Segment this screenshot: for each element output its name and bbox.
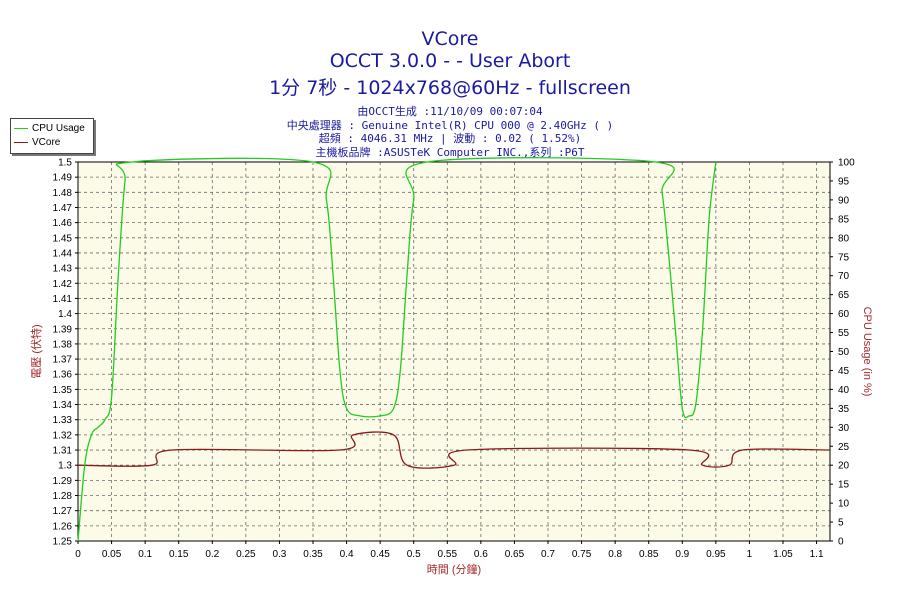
y2-tick-label: 50 bbox=[838, 347, 850, 358]
info-clock: 超頻 : 4046.31 MHz | 波動 : 0.02 ( 1.52%) bbox=[318, 132, 582, 145]
x-tick-label: 1.05 bbox=[773, 549, 793, 560]
y-tick-label: 1.43 bbox=[53, 264, 73, 275]
chart-legend: CPU Usage VCore bbox=[10, 118, 94, 154]
series-line-cpu-usage bbox=[77, 157, 717, 542]
y-tick-label: 1.46 bbox=[53, 218, 73, 229]
x-tick-label: 0.95 bbox=[706, 549, 726, 560]
y-tick-label: 1.42 bbox=[53, 279, 73, 290]
x-tick-label: 0.8 bbox=[608, 549, 622, 560]
series-line-vcore bbox=[77, 431, 831, 469]
chart-subtitle-test: OCCT 3.0.0 - - User Abort bbox=[329, 50, 571, 72]
y-tick-label: 1.36 bbox=[53, 370, 73, 381]
chart-subtitle-duration: 1分 7秒 - 1024x768@60Hz - fullscreen bbox=[269, 77, 631, 99]
y-tick-label: 1.3 bbox=[58, 461, 72, 472]
y2-tick-label: 15 bbox=[838, 480, 850, 491]
y2-tick-label: 95 bbox=[838, 176, 850, 187]
y-tick-label: 1.44 bbox=[53, 248, 73, 259]
x-tick-label: 0.35 bbox=[303, 549, 323, 560]
x-axis-title: 時間 (分鐘) bbox=[427, 562, 481, 576]
x-tick-label: 0.65 bbox=[505, 549, 525, 560]
x-tick-label: 0.2 bbox=[205, 549, 219, 560]
y-tick-label: 1.28 bbox=[53, 491, 73, 502]
x-tick-label: 0.9 bbox=[675, 549, 689, 560]
y2-tick-label: 5 bbox=[838, 518, 844, 529]
x-tick-label: 0.1 bbox=[138, 549, 152, 560]
y2-tick-label: 90 bbox=[838, 195, 850, 206]
y2-tick-label: 30 bbox=[838, 423, 850, 434]
y-tick-label: 1.47 bbox=[53, 203, 73, 214]
y-tick-label: 1.25 bbox=[53, 537, 73, 548]
x-tick-label: 0.7 bbox=[541, 549, 555, 560]
y2-axis-title: CPU Usage (in %) bbox=[861, 307, 873, 397]
legend-item-vcore: VCore bbox=[14, 136, 60, 150]
y2-tick-label: 35 bbox=[838, 404, 850, 415]
y-tick-label: 1.34 bbox=[53, 400, 73, 411]
x-tick-label: 0.5 bbox=[407, 549, 421, 560]
y2-tick-label: 60 bbox=[838, 309, 850, 320]
x-tick-label: 1 bbox=[747, 549, 753, 560]
y-tick-label: 1.4 bbox=[58, 309, 72, 320]
x-tick-label: 0.15 bbox=[169, 549, 189, 560]
y-tick-label: 1.27 bbox=[53, 506, 73, 517]
y2-tick-label: 70 bbox=[838, 271, 850, 282]
y2-tick-label: 85 bbox=[838, 214, 850, 225]
x-tick-label: 0.85 bbox=[639, 549, 659, 560]
chart-title: VCore bbox=[421, 28, 479, 50]
y2-tick-label: 65 bbox=[838, 290, 850, 301]
legend-label-vcore: VCore bbox=[32, 137, 61, 148]
x-tick-label: 0.05 bbox=[102, 549, 122, 560]
y2-tick-label: 75 bbox=[838, 252, 850, 263]
legend-swatch-vcore bbox=[14, 141, 28, 143]
plot-border bbox=[77, 161, 831, 542]
y2-tick-label: 20 bbox=[838, 461, 850, 472]
x-tick-label: 0.6 bbox=[474, 549, 488, 560]
x-tick-label: 0.45 bbox=[370, 549, 390, 560]
plot-area bbox=[78, 162, 830, 541]
info-generated: 由OCCT生成 :11/10/09 00:07:04 bbox=[357, 105, 543, 118]
y2-tick-label: 10 bbox=[838, 499, 850, 510]
y2-tick-label: 45 bbox=[838, 366, 850, 377]
y-tick-label: 1.32 bbox=[53, 430, 73, 441]
y-tick-label: 1.31 bbox=[53, 446, 73, 457]
x-tick-label: 0.55 bbox=[438, 549, 458, 560]
x-tick-label: 0.4 bbox=[340, 549, 354, 560]
y-tick-label: 1.29 bbox=[53, 476, 73, 487]
y-tick-label: 1.5 bbox=[58, 158, 72, 169]
y2-tick-label: 40 bbox=[838, 385, 850, 396]
y2-tick-label: 80 bbox=[838, 233, 850, 244]
y-tick-label: 1.38 bbox=[53, 339, 73, 350]
legend-swatch-cpu-usage bbox=[14, 127, 28, 129]
y-tick-label: 1.49 bbox=[53, 173, 73, 184]
y-tick-label: 1.35 bbox=[53, 385, 73, 396]
legend-item-cpu-usage: CPU Usage bbox=[14, 122, 85, 136]
y-tick-label: 1.45 bbox=[53, 233, 73, 244]
legend-label-cpu-usage: CPU Usage bbox=[32, 123, 85, 134]
y-axis-title: 電壓 (伏特) bbox=[29, 324, 43, 378]
y-tick-label: 1.33 bbox=[53, 415, 73, 426]
y2-tick-label: 55 bbox=[838, 328, 850, 339]
info-cpu: 中央處理器 : Genuine Intel(R) CPU 000 @ 2.40G… bbox=[286, 119, 614, 132]
y-tick-label: 1.41 bbox=[53, 294, 73, 305]
y2-tick-label: 0 bbox=[838, 537, 844, 548]
y-tick-label: 1.48 bbox=[53, 188, 73, 199]
y-tick-label: 1.37 bbox=[53, 355, 73, 366]
x-tick-label: 0.75 bbox=[572, 549, 592, 560]
y-tick-label: 1.39 bbox=[53, 324, 73, 335]
x-tick-label: 1.1 bbox=[810, 549, 824, 560]
x-tick-label: 0 bbox=[75, 549, 81, 560]
y2-tick-label: 100 bbox=[838, 158, 855, 169]
x-tick-label: 0.3 bbox=[272, 549, 286, 560]
y2-tick-label: 25 bbox=[838, 442, 850, 453]
y-tick-label: 1.26 bbox=[53, 521, 73, 532]
info-motherboard: 主機板品牌 :ASUSTeK Computer INC.,系列 :P6T bbox=[315, 146, 585, 159]
x-tick-label: 0.25 bbox=[236, 549, 256, 560]
